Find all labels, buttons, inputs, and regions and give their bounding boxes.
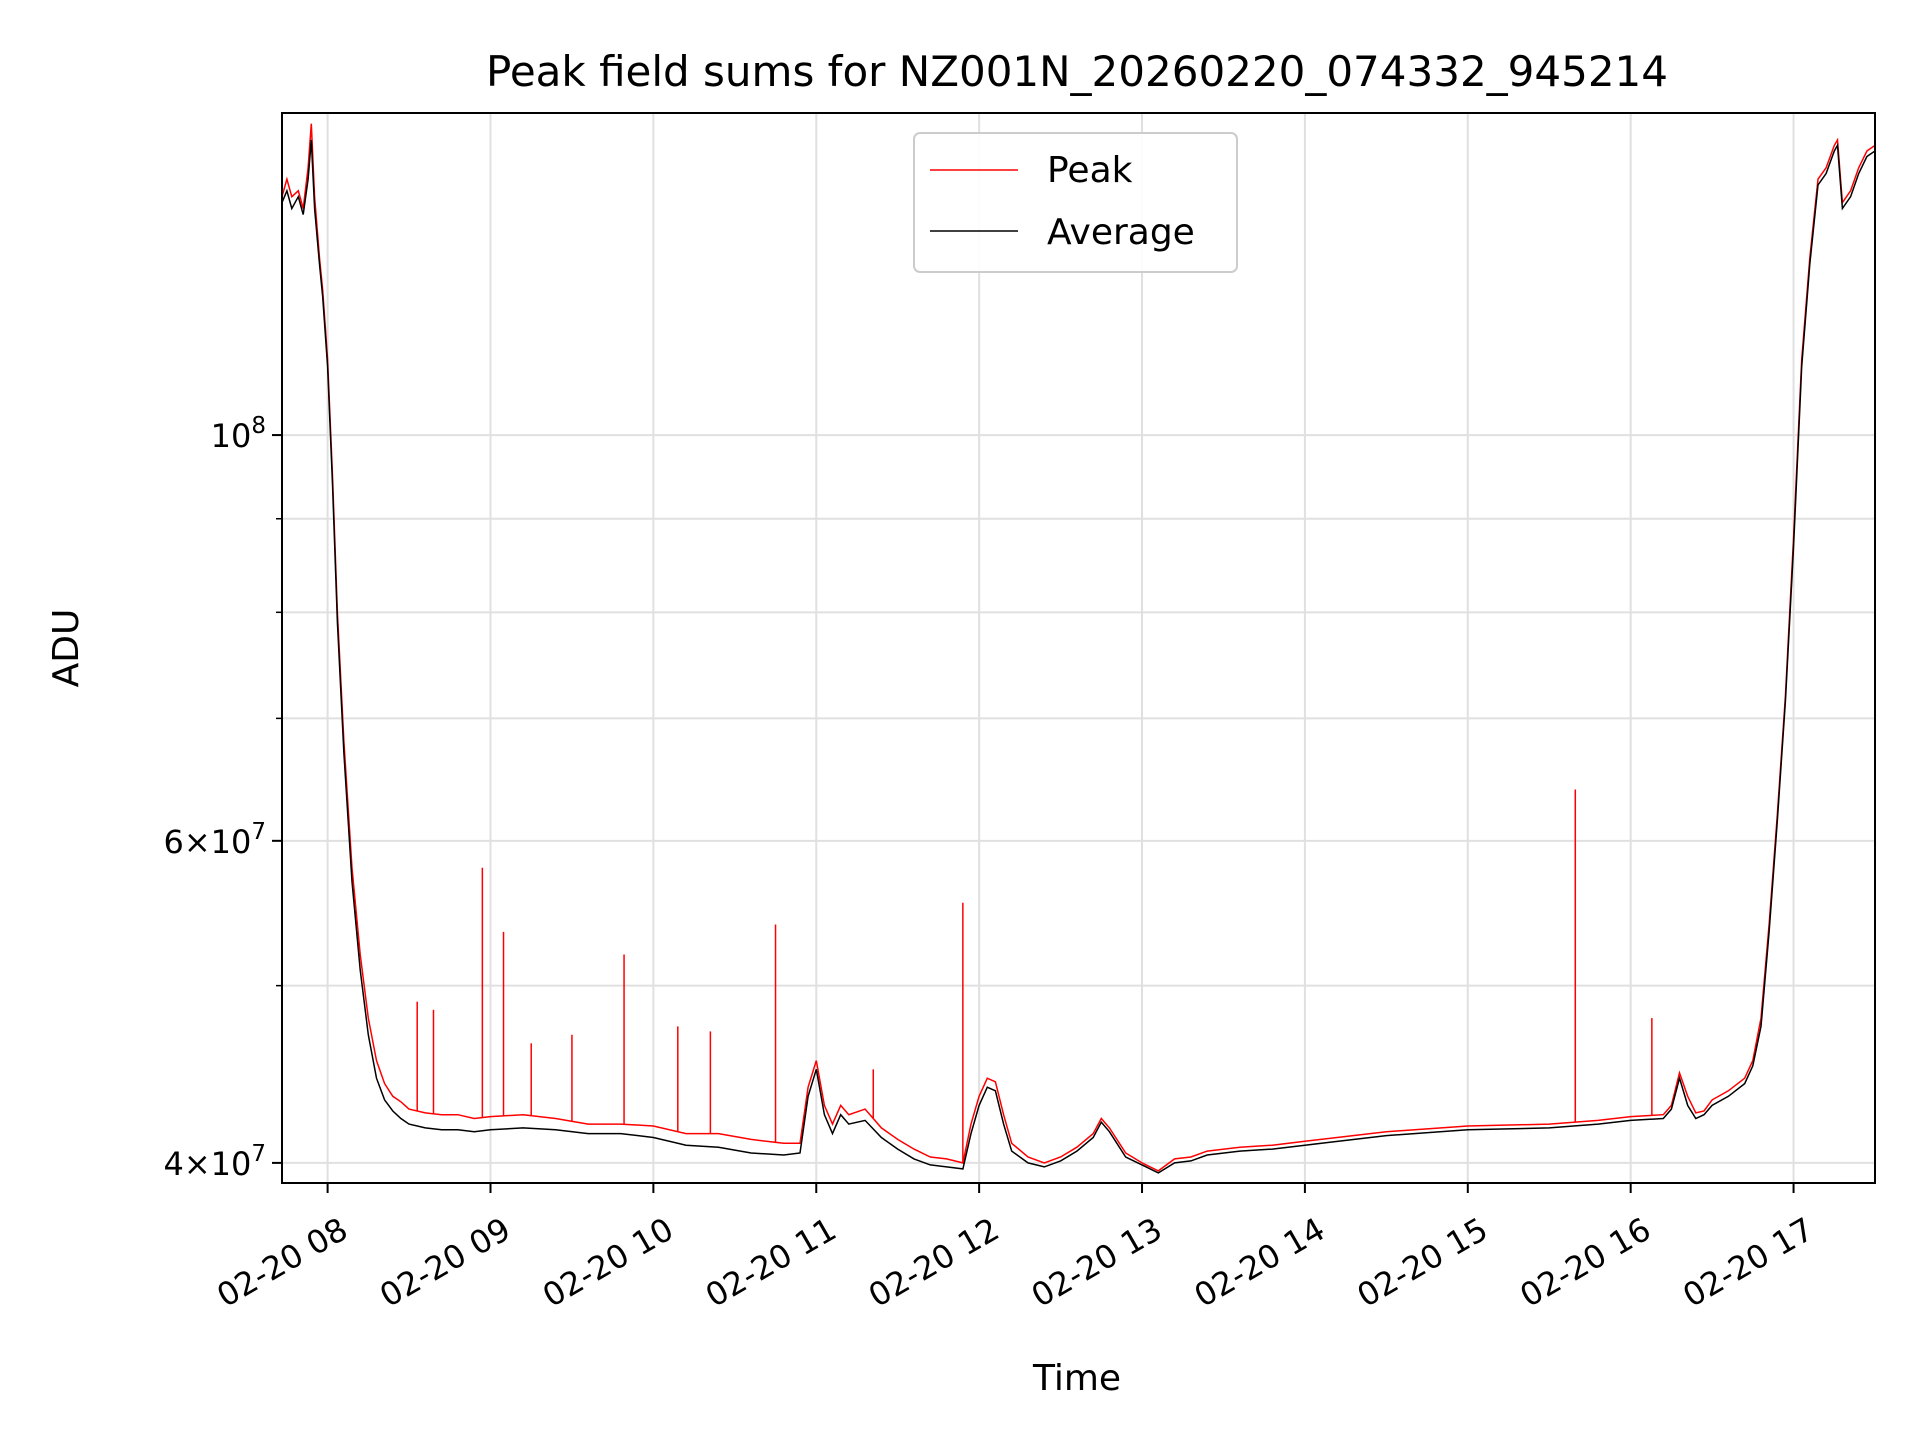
y-tick-label: 108 [211, 413, 266, 455]
legend: Peak Average [913, 132, 1238, 273]
y-tick-label: 6×107 [163, 819, 266, 861]
plot-frame [281, 112, 1876, 1184]
y-axis-label: ADU [46, 609, 87, 688]
chart-title: Peak field sums for NZ001N_20260220_0743… [486, 47, 1668, 96]
grid [282, 113, 1875, 1183]
legend-average-label: Average [1047, 212, 1195, 253]
legend-box [913, 132, 1238, 273]
x-axis-label: Time [1032, 1358, 1121, 1399]
average-series-line [282, 139, 1875, 1174]
peak-series-line [282, 123, 1875, 1172]
legend-peak-label: Peak [1047, 150, 1133, 191]
y-tick-label: 4×107 [163, 1141, 266, 1183]
plot-area [282, 123, 1875, 1174]
y-axis: 108 6×107 4×107 [163, 413, 282, 1183]
